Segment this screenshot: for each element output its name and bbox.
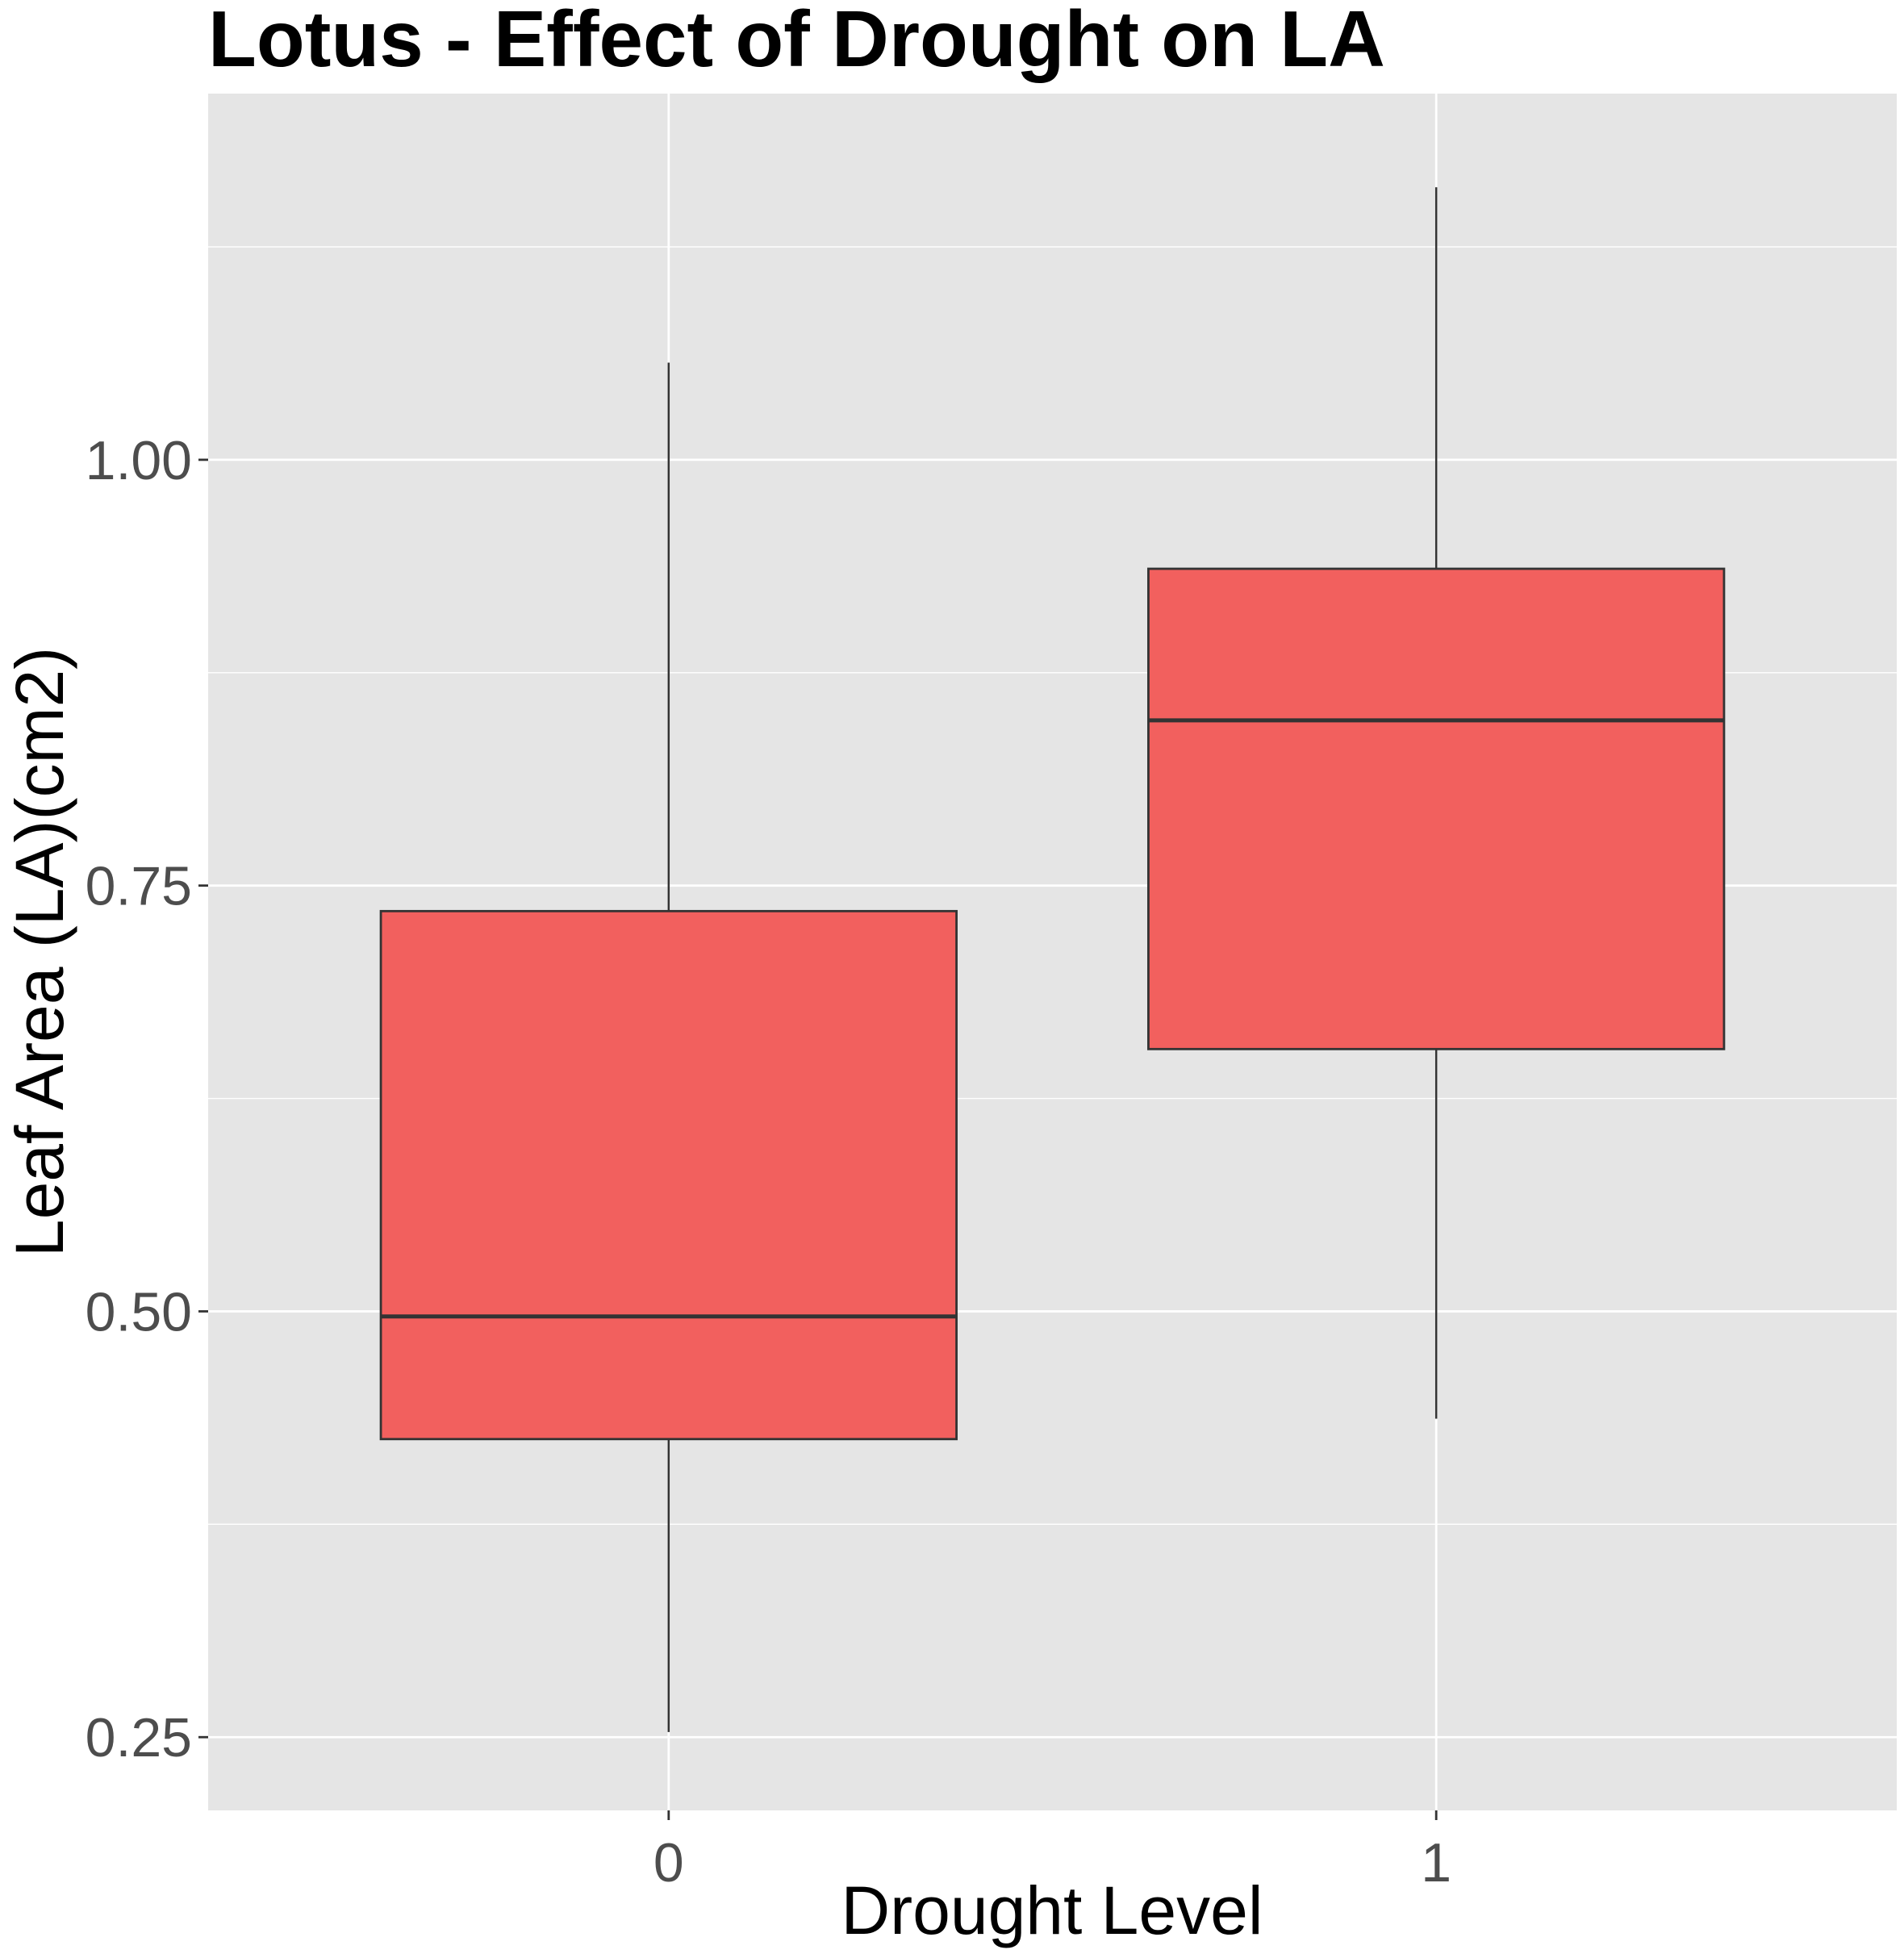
box-group-1 bbox=[1147, 187, 1726, 1419]
y-tick-label: 1.00 bbox=[86, 430, 192, 491]
y-axis-title: Leaf Area (LA)(cm2) bbox=[2, 647, 77, 1257]
y-axis: 0.25 0.50 0.75 1.00 bbox=[86, 430, 208, 1768]
chart-title: Lotus - Effect of Drought on LA bbox=[208, 0, 1385, 83]
x-tick-label: 0 bbox=[653, 1832, 684, 1893]
x-tick-label: 1 bbox=[1421, 1832, 1451, 1893]
x-axis-title: Drought Level bbox=[841, 1873, 1263, 1948]
box-group-0 bbox=[379, 362, 958, 1732]
box-iqr bbox=[379, 909, 958, 1441]
boxes bbox=[379, 187, 1726, 1732]
y-tick-label: 0.25 bbox=[86, 1707, 192, 1768]
y-tick-label: 0.75 bbox=[86, 856, 192, 917]
box-iqr bbox=[1147, 567, 1726, 1050]
y-tick-label: 0.50 bbox=[86, 1281, 192, 1342]
